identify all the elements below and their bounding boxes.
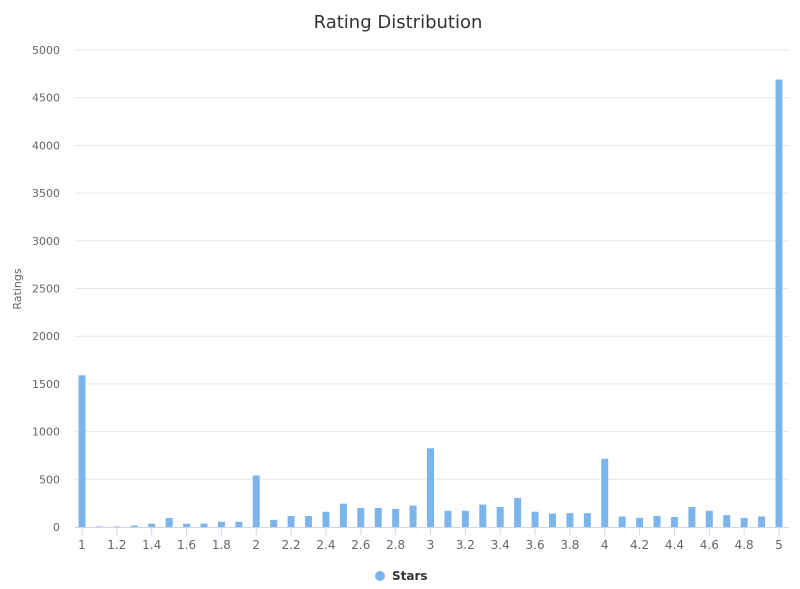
- bar[interactable]: [374, 507, 382, 527]
- bar[interactable]: [78, 375, 86, 527]
- x-tick-label: 3.6: [526, 538, 545, 552]
- y-tick-label: 1500: [32, 378, 60, 391]
- bar[interactable]: [165, 517, 173, 527]
- bar[interactable]: [723, 515, 731, 527]
- bar[interactable]: [357, 507, 365, 527]
- bar[interactable]: [566, 513, 574, 527]
- bar[interactable]: [339, 503, 347, 527]
- x-tick-label: 1: [78, 538, 86, 552]
- x-tick-label: 2.8: [386, 538, 405, 552]
- y-tick-label: 4000: [32, 139, 60, 152]
- legend-item-stars[interactable]: Stars: [392, 569, 428, 583]
- y-tick-label: 2000: [32, 330, 60, 343]
- bar[interactable]: [775, 79, 783, 527]
- bar[interactable]: [583, 513, 591, 527]
- bar[interactable]: [322, 511, 330, 527]
- y-tick-label: 0: [53, 521, 60, 534]
- bar[interactable]: [217, 521, 225, 527]
- x-tick-label: 3.2: [456, 538, 475, 552]
- x-tick-label: 4.2: [630, 538, 649, 552]
- x-axis-ticks: 1 1.2 1.4 1.6 1.8 2 2.2 2.4 2.6 2.8 3 3.2 3.4 3.6 3.8 4…: [78, 527, 783, 552]
- bar[interactable]: [270, 519, 278, 527]
- bar[interactable]: [688, 506, 696, 527]
- bar[interactable]: [740, 517, 748, 527]
- y-tick-label: 1000: [32, 426, 60, 439]
- bar[interactable]: [653, 516, 661, 527]
- y-tick-label: 500: [39, 473, 60, 486]
- x-tick-label: 2: [252, 538, 260, 552]
- bar[interactable]: [705, 510, 713, 527]
- y-tick-label: 5000: [32, 44, 60, 57]
- x-tick-label: 2.6: [351, 538, 370, 552]
- legend-marker[interactable]: [375, 571, 385, 581]
- x-tick-label: 2.4: [316, 538, 335, 552]
- bar[interactable]: [148, 523, 156, 527]
- bar[interactable]: [200, 523, 208, 527]
- bar[interactable]: [287, 516, 295, 527]
- bar[interactable]: [670, 516, 678, 527]
- bar[interactable]: [479, 504, 487, 527]
- bar[interactable]: [183, 523, 191, 527]
- bar[interactable]: [392, 508, 400, 527]
- x-tick-label: 3: [427, 538, 435, 552]
- bar[interactable]: [252, 475, 260, 527]
- bar[interactable]: [427, 448, 434, 527]
- x-tick-label: 2.2: [282, 538, 301, 552]
- x-tick-label: 3.8: [560, 538, 579, 552]
- bar[interactable]: [305, 516, 313, 527]
- x-tick-label: 5: [775, 538, 783, 552]
- bar[interactable]: [496, 506, 504, 527]
- x-tick-label: 3.4: [491, 538, 510, 552]
- bar[interactable]: [235, 521, 243, 527]
- y-axis-label: Ratings: [11, 268, 24, 309]
- y-tick-label: 3500: [32, 187, 60, 200]
- x-tick-label: 1.8: [212, 538, 231, 552]
- bar[interactable]: [409, 505, 417, 527]
- bar[interactable]: [636, 517, 644, 527]
- bar[interactable]: [531, 511, 539, 527]
- x-tick-label: 1.2: [107, 538, 126, 552]
- bar[interactable]: [758, 516, 766, 527]
- y-tick-label: 3000: [32, 235, 60, 248]
- x-tick-label: 1.4: [142, 538, 161, 552]
- bar[interactable]: [514, 497, 522, 527]
- gridlines: [75, 49, 789, 480]
- bar[interactable]: [601, 458, 609, 527]
- bars: [78, 79, 783, 527]
- bar[interactable]: [618, 516, 626, 527]
- x-tick-label: 1.6: [177, 538, 196, 552]
- x-tick-label: 4.8: [735, 538, 754, 552]
- y-tick-label: 2500: [32, 283, 60, 296]
- bar[interactable]: [548, 513, 556, 527]
- bar[interactable]: [444, 510, 452, 527]
- bar[interactable]: [130, 525, 138, 527]
- x-tick-label: 4.6: [700, 538, 719, 552]
- y-axis-ticks: 0 500 1000 1500 2000 2500 3000 3500 4000 4500 5000: [32, 44, 60, 534]
- x-tick-label: 4.4: [665, 538, 684, 552]
- legend[interactable]: Stars: [375, 569, 428, 583]
- chart-title: Rating Distribution: [314, 12, 483, 33]
- y-tick-label: 4500: [32, 92, 60, 105]
- bar[interactable]: [461, 510, 469, 527]
- x-tick-label: 4: [601, 538, 609, 552]
